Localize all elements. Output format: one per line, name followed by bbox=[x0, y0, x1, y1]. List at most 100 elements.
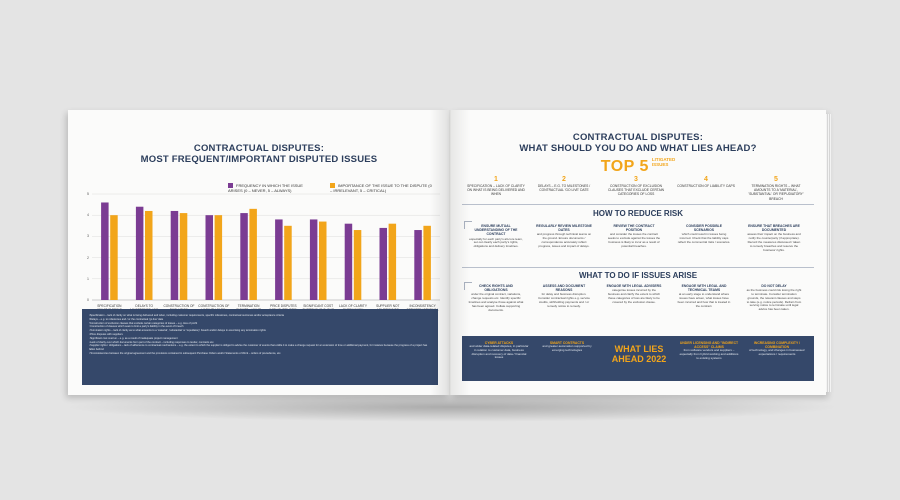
top-issue-5: 5 TERMINATION RIGHTS – WHAT AMOUNTS TO A … bbox=[746, 176, 806, 201]
y-tick-label: 1 bbox=[87, 276, 89, 281]
footnote: ¹⁰Inconsistencies between the original a… bbox=[89, 351, 282, 355]
issue-number: 3 bbox=[634, 176, 638, 183]
tip-heading: ASSESS AND DOCUMENT REASONS bbox=[542, 284, 586, 293]
ahead-heading: CYBER ATTACKS bbox=[484, 341, 514, 345]
ahead-heading: UNDER LICENSING AND "INDIRECT ACCESS" CL… bbox=[679, 341, 739, 349]
book-shadow bbox=[62, 392, 842, 422]
ahead-body: from software vendors and suppliers – es… bbox=[679, 348, 739, 360]
tip-heading: ENGAGE WITH LEGAL ADVISERS bbox=[606, 284, 662, 288]
footnote: ³Construction of exclusion clauses that … bbox=[89, 321, 198, 325]
issue-number: 4 bbox=[704, 176, 708, 183]
ahead-item-4: INCREASING COMPLEXITY / COMBINATION of te… bbox=[746, 341, 808, 357]
ahead-item-2: SMART CONTRACTS and greater automation su… bbox=[536, 341, 598, 353]
ahead-item-3: UNDER LICENSING AND "INDIRECT ACCESS" CL… bbox=[678, 341, 740, 360]
divider bbox=[462, 204, 814, 205]
right-page: CONTRACTUAL DISPUTES: WHAT SHOULD YOU DO… bbox=[450, 110, 826, 395]
bar-frequency bbox=[240, 213, 248, 300]
top5-small-line2: ISSUES bbox=[651, 162, 669, 167]
tip-body: and progress through technical teams on … bbox=[536, 232, 592, 248]
top-issue-4: 4 CONSTRUCTION OF LIABILITY CAPS bbox=[676, 176, 736, 188]
issue-number: 1 bbox=[494, 176, 498, 183]
issue-text: TERMINATION RIGHTS – WHAT AMOUNTS TO A '… bbox=[748, 184, 804, 201]
footnote: ¹Specification – lack of clarity on what… bbox=[89, 314, 284, 317]
ahead-body: and wider data-related disputes, in part… bbox=[469, 344, 529, 360]
if-arise-heading: WHAT TO DO IF ISSUES ARISE bbox=[578, 271, 698, 280]
reduce-risk-tip-1: ENSURE MUTUAL UNDERSTANDING OF THE CONTR… bbox=[468, 224, 524, 249]
ahead-heading: SMART CONTRACTS bbox=[549, 341, 585, 345]
ahead-body: of technology, and changes in businesses… bbox=[748, 348, 806, 356]
bar-importance bbox=[284, 225, 292, 300]
what-lies-ahead-band: CYBER ATTACKS and wider data-related disp… bbox=[462, 336, 814, 381]
tip-body: assess their impact on the business and … bbox=[747, 232, 801, 252]
tip-heading: DO NOT DELAY bbox=[761, 284, 787, 288]
bar-importance bbox=[423, 225, 431, 300]
issue-number: 5 bbox=[774, 176, 778, 183]
legend-swatch-importance bbox=[330, 183, 335, 189]
tip-heading: ENSURE MUTUAL UNDERSTANDING OF THE CONTR… bbox=[474, 224, 518, 237]
y-tick-label: 2 bbox=[87, 255, 89, 260]
tip-heading: CHECK RIGHTS AND OBLIGATIONS bbox=[479, 284, 513, 293]
tip-body: which could result in losses being incur… bbox=[677, 232, 731, 244]
legend-frequency-label: FREQUENCY IN WHICH THE ISSUE ARISES (0 –… bbox=[228, 183, 303, 194]
issue-text: SPECIFICATION – LACK OF CLARITY ON WHAT … bbox=[467, 184, 525, 197]
tip-body: under the original contract, variations,… bbox=[468, 292, 524, 312]
tip-heading: REGULARLY REVIEW MILESTONE DATES bbox=[536, 224, 592, 233]
bar-frequency bbox=[135, 206, 144, 300]
footnote: ⁷Significant cost overrun – e.g. as a re… bbox=[89, 336, 178, 340]
tip-body: as the business could risk losing the ri… bbox=[746, 288, 802, 312]
top-issue-1: 1 SPECIFICATION – LACK OF CLARITY ON WHAT… bbox=[466, 176, 526, 197]
issue-text: CONSTRUCTION OF EXCLUSION CLAUSES THAT E… bbox=[607, 184, 665, 197]
tip-body: especially for each party's all-core tea… bbox=[469, 236, 523, 249]
footnote: ²Delays – e.g. to milestones and / or th… bbox=[89, 317, 164, 321]
tip-heading: REVIEW THE CONTRACT POSITION bbox=[613, 224, 655, 233]
left-page: CONTRACTUAL DISPUTES: MOST FREQUENT/IMPO… bbox=[68, 110, 450, 395]
divider bbox=[462, 267, 814, 268]
reduce-risk-tip-3: REVIEW THE CONTRACT POSITION and consider… bbox=[606, 224, 662, 249]
bar-frequency bbox=[379, 227, 387, 300]
bar-frequency bbox=[344, 223, 353, 300]
top5-big: TOP 5 bbox=[600, 158, 649, 175]
issue-text: DELAYS – E.G. TO MILESTONES / CONTRACTUA… bbox=[537, 184, 591, 193]
bar-importance bbox=[249, 208, 257, 300]
what-lies-ahead-title: WHAT LIES AHEAD 2022 bbox=[611, 344, 667, 364]
legend-frequency: FREQUENCY IN WHICH THE ISSUE ARISES (0 –… bbox=[228, 183, 318, 193]
tip-heading: CONSIDER POSSIBLE SCENARIOS bbox=[686, 224, 722, 233]
bar-frequency bbox=[275, 219, 283, 300]
tip-body: and consider the losses the contract see… bbox=[607, 232, 661, 248]
reduce-risk-tip-5: ENSURE THAT BREACHES ARE DOCUMENTED asses… bbox=[746, 224, 802, 252]
bar-importance bbox=[353, 230, 362, 300]
right-title-line2: WHAT SHOULD YOU DO AND WHAT LIES AHEAD? bbox=[519, 143, 757, 154]
footnote: ⁴Construction of clauses which seek to l… bbox=[89, 325, 184, 329]
legend-importance: IMPORTANCE OF THE ISSUE TO THE DISPUTE (… bbox=[330, 183, 435, 193]
bar-frequency bbox=[170, 210, 179, 300]
left-title-line1: CONTRACTUAL DISPUTES: bbox=[193, 143, 325, 154]
left-title-line2: MOST FREQUENT/IMPORTANT DISPUTED ISSUES bbox=[140, 154, 378, 165]
issue-number: 2 bbox=[562, 176, 566, 183]
bar-importance bbox=[388, 223, 397, 300]
y-tick-label: 0 bbox=[87, 298, 89, 302]
if-arise-tip-2: ASSESS AND DOCUMENT REASONS for delay and… bbox=[536, 284, 592, 309]
bar-importance bbox=[145, 210, 153, 300]
legend-swatch-frequency bbox=[228, 183, 233, 189]
bar-importance bbox=[110, 215, 118, 300]
ahead-body: and greater automation supported by emer… bbox=[542, 344, 592, 352]
bar-importance bbox=[214, 215, 223, 300]
tip-body: categorise losses incurred by the busine… bbox=[607, 288, 661, 304]
footnote: ⁵Termination rights – lack of clarity as… bbox=[89, 329, 266, 333]
right-title-line1: CONTRACTUAL DISPUTES: bbox=[572, 132, 704, 143]
tip-heading: ENGAGE WITH LEGAL AND TECHNICAL TEAMS bbox=[681, 284, 727, 293]
bracket-decoration bbox=[464, 282, 472, 290]
footnote: ⁶Price disputes with suppliers bbox=[89, 332, 123, 336]
reduce-risk-tip-4: CONSIDER POSSIBLE SCENARIOS which could r… bbox=[676, 224, 732, 245]
footnotes-panel: ¹Specification – lack of clarity on what… bbox=[82, 309, 438, 385]
tip-body: for delay and business disruption. Consi… bbox=[538, 292, 590, 308]
bar-importance bbox=[319, 221, 327, 300]
page-edges bbox=[826, 114, 831, 392]
bracket-decoration bbox=[464, 221, 472, 229]
top5-small-line1: LITIGATED bbox=[651, 157, 676, 162]
if-arise-tip-4: ENGAGE WITH LEGAL AND TECHNICAL TEAMS at … bbox=[676, 284, 732, 309]
bar-frequency bbox=[309, 219, 318, 300]
if-arise-tip-5: DO NOT DELAY as the business could risk l… bbox=[746, 284, 802, 312]
bar-importance bbox=[179, 213, 188, 300]
top-issue-3: 3 CONSTRUCTION OF EXCLUSION CLAUSES THAT … bbox=[606, 176, 666, 197]
